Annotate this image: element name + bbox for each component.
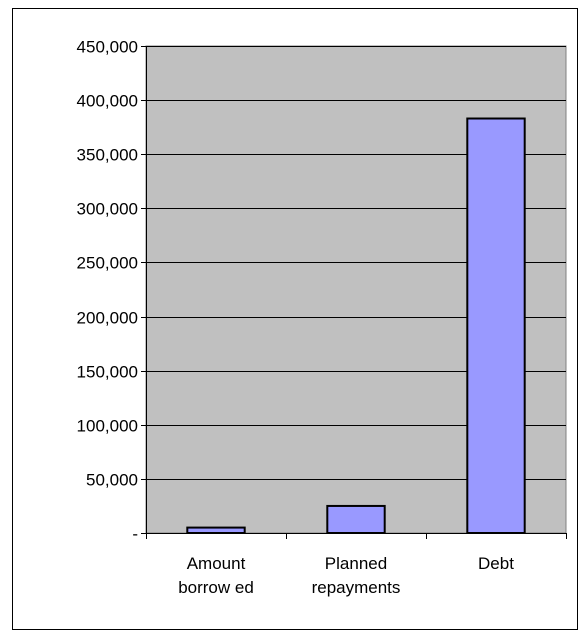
- y-tick-label: 50,000: [86, 471, 138, 490]
- y-tick-label: 200,000: [77, 309, 138, 328]
- y-tick-label: 250,000: [77, 254, 138, 273]
- y-tick-label: 350,000: [77, 146, 138, 165]
- x-category-label-line: Debt: [478, 554, 514, 573]
- y-tick-label: 150,000: [77, 363, 138, 382]
- bar: [186, 526, 246, 534]
- y-tick-label: 100,000: [77, 417, 138, 436]
- y-tick-label: -: [132, 525, 138, 544]
- x-category-label-line: Planned: [325, 554, 387, 573]
- x-category-label: Debt: [478, 554, 514, 573]
- x-category-label-line: repayments: [312, 578, 401, 597]
- x-category-label-line: borrow ed: [178, 578, 254, 597]
- x-category-label: Planned repayments: [312, 554, 401, 597]
- x-category-label-line: Amount: [187, 554, 246, 573]
- bar: [326, 504, 386, 535]
- bar: [466, 117, 526, 535]
- y-tick-label: 400,000: [77, 92, 138, 111]
- y-tick-label: 300,000: [77, 200, 138, 219]
- x-category-label: Amount borrow ed: [178, 554, 254, 597]
- y-tick-label: 450,000: [77, 38, 138, 57]
